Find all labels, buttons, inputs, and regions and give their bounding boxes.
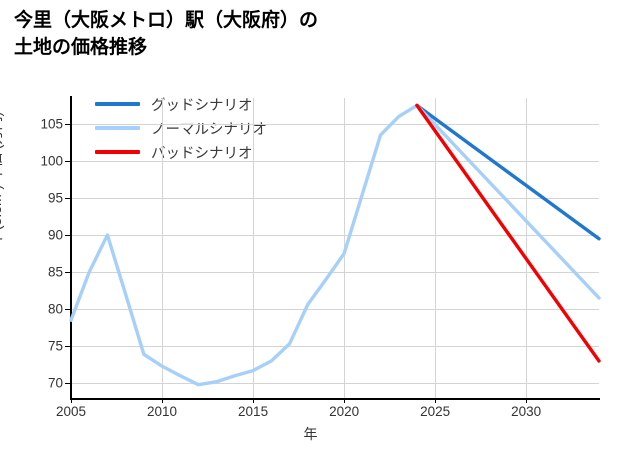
chart-legend: グッドシナリオ ノーマルシナリオ バッドシナリオ (95, 92, 267, 164)
y-tick (65, 272, 71, 274)
y-tick (65, 123, 71, 125)
series-line (415, 103, 601, 300)
y-tick (65, 160, 71, 162)
x-tick-label: 2020 (329, 404, 360, 419)
y-gridline (71, 383, 599, 385)
y-tick-label: 100 (40, 153, 63, 169)
x-tick (71, 398, 72, 403)
x-tick (253, 398, 255, 403)
y-tick-label: 95 (47, 190, 63, 206)
x-tick-label: 2015 (238, 404, 269, 419)
y-tick (65, 198, 71, 199)
y-axis-title: 坪 (3.3m²) 単価 (万円) (0, 111, 4, 248)
x-axis-title: 年 (303, 426, 318, 442)
legend-label-normal: ノーマルシナリオ (151, 121, 267, 138)
legend-item-bad: バッドシナリオ (95, 140, 267, 164)
x-axis-line (70, 398, 600, 400)
y-tick-label: 85 (47, 264, 63, 280)
y-tick-label: 80 (47, 301, 63, 317)
series-line (415, 103, 601, 241)
page-title: 今里（大阪メトロ）駅（大阪府）の 土地の価格推移 (14, 10, 319, 58)
legend-item-normal: ノーマルシナリオ (95, 116, 267, 140)
legend-swatch-bad (95, 150, 140, 154)
y-tick (65, 309, 71, 311)
x-tick (344, 398, 346, 403)
y-gridline (71, 272, 599, 274)
legend-swatch-good (95, 102, 140, 106)
x-tick-label: 2025 (420, 404, 451, 419)
legend-label-bad: バッドシナリオ (151, 145, 253, 162)
y-gridline (71, 160, 599, 162)
y-tick (65, 383, 71, 385)
series-line (69, 103, 419, 387)
x-gridline (162, 98, 164, 398)
y-gridline (71, 198, 599, 199)
y-gridline (71, 346, 599, 348)
y-tick-label: 70 (47, 375, 63, 391)
y-gridline (71, 309, 599, 311)
y-tick-label: 105 (40, 116, 63, 132)
y-gridline (71, 123, 599, 125)
series-line (415, 103, 601, 363)
legend-swatch-normal (95, 126, 140, 130)
y-tick (65, 346, 71, 348)
x-gridline (526, 98, 528, 398)
y-tick-label: 75 (47, 338, 63, 354)
x-gridline (435, 98, 437, 398)
y-tick-label: 90 (47, 227, 63, 243)
y-tick (65, 235, 71, 237)
y-gridline (71, 235, 599, 237)
x-gridline (253, 98, 255, 398)
x-tick-label: 2030 (511, 404, 542, 419)
x-tick (526, 398, 528, 403)
x-tick (162, 398, 164, 403)
x-tick-label: 2005 (55, 404, 87, 419)
legend-label-good: グッドシナリオ (151, 97, 253, 114)
x-tick (435, 398, 437, 403)
x-tick-label: 2010 (147, 404, 178, 419)
legend-item-good: グッドシナリオ (95, 92, 267, 116)
y-axis-line (70, 96, 72, 400)
